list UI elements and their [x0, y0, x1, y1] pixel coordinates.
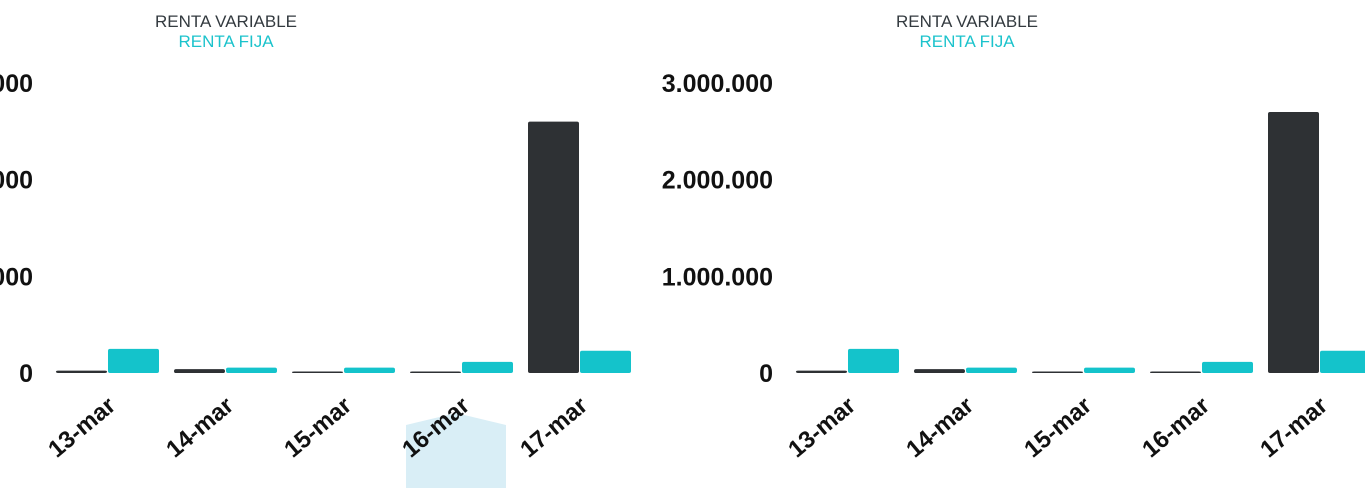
- y-tick-label: 1.000.000: [0, 263, 33, 291]
- bar-renta-variable-13-mar: [56, 370, 107, 373]
- bar-renta-fija-13-mar: [108, 348, 159, 373]
- bar-renta-variable-15-mar: [292, 371, 343, 373]
- legend-renta-variable: RENTA VARIABLE: [896, 12, 1038, 31]
- y-tick-label: 3.000.000: [0, 70, 33, 98]
- bar-renta-variable-17-mar: [528, 121, 579, 374]
- y-tick-label: 2.000.000: [0, 167, 33, 195]
- x-tick-label: 16-mar: [1137, 392, 1215, 463]
- bar-renta-fija-15-mar: [1084, 367, 1135, 373]
- x-tick-label: 13-mar: [783, 392, 861, 463]
- y-tick-label: 0: [19, 360, 33, 388]
- y-tick-label: 2.000.000: [662, 167, 773, 195]
- legend-renta-fija: RENTA FIJA: [919, 32, 1015, 51]
- bar-renta-fija-14-mar: [226, 367, 277, 373]
- bar-renta-variable-15-mar: [1032, 371, 1083, 373]
- bar-renta-fija-17-mar: [580, 350, 631, 373]
- x-tick-label: 15-mar: [1019, 392, 1097, 463]
- bar-renta-fija-17-mar: [1320, 350, 1365, 373]
- x-tick-label: 14-mar: [901, 392, 979, 463]
- bar-renta-variable-16-mar: [1150, 371, 1201, 373]
- legend-renta-fija: RENTA FIJA: [178, 32, 274, 51]
- bar-renta-fija-14-mar: [966, 367, 1017, 373]
- legend-renta-variable: RENTA VARIABLE: [155, 12, 297, 31]
- y-tick-label: 0: [759, 360, 773, 388]
- bar-renta-fija-15-mar: [344, 367, 395, 373]
- x-tick-label: 16-mar: [397, 392, 475, 463]
- bar-renta-variable-16-mar: [410, 371, 461, 373]
- x-tick-label: 15-mar: [279, 392, 357, 463]
- bar-renta-variable-14-mar: [914, 369, 965, 373]
- bar-renta-fija-16-mar: [462, 361, 513, 373]
- y-tick-label: 3.000.000: [662, 70, 773, 98]
- y-tick-label: 1.000.000: [662, 263, 773, 291]
- x-tick-label: 14-mar: [161, 392, 239, 463]
- x-tick-label: 17-mar: [1255, 392, 1333, 463]
- bar-renta-variable-17-mar: [1268, 112, 1319, 373]
- bar-renta-fija-13-mar: [848, 348, 899, 373]
- bar-renta-fija-16-mar: [1202, 361, 1253, 373]
- x-tick-label: 13-mar: [43, 392, 121, 463]
- bar-renta-variable-14-mar: [174, 369, 225, 373]
- x-tick-label: 17-mar: [515, 392, 593, 463]
- decorative-shape: [406, 413, 506, 488]
- bar-renta-variable-13-mar: [796, 370, 847, 373]
